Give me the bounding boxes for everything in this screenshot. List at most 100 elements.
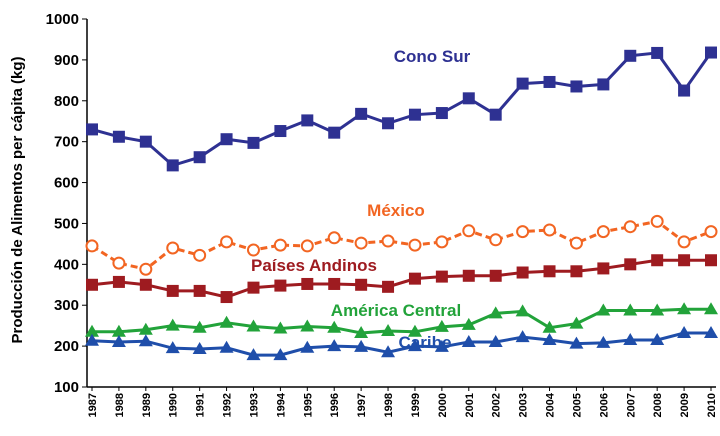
x-tick-label: 1994 xyxy=(275,392,287,417)
marker xyxy=(515,304,530,317)
marker xyxy=(111,335,126,348)
marker xyxy=(166,159,179,172)
marker xyxy=(220,291,233,304)
series-label: Cono Sur xyxy=(394,47,471,66)
y-tick-label: 300 xyxy=(54,297,79,314)
marker xyxy=(246,319,261,332)
marker xyxy=(704,326,718,339)
marker xyxy=(138,334,153,347)
marker xyxy=(705,254,717,267)
marker xyxy=(165,341,180,354)
marker xyxy=(247,136,260,149)
series-line xyxy=(91,331,711,357)
marker xyxy=(274,125,287,138)
series-label: México xyxy=(367,201,425,220)
marker xyxy=(597,78,610,91)
marker xyxy=(166,241,180,255)
marker xyxy=(85,324,99,337)
marker xyxy=(354,236,368,250)
marker xyxy=(596,303,611,316)
marker xyxy=(623,303,638,316)
marker xyxy=(274,279,287,292)
marker xyxy=(650,214,664,228)
marker xyxy=(112,256,126,270)
marker xyxy=(138,322,153,335)
marker xyxy=(354,326,369,339)
series-label: América Central xyxy=(331,301,461,320)
x-tick-label: 1987 xyxy=(87,393,99,417)
marker xyxy=(300,239,314,253)
marker xyxy=(328,277,341,290)
marker xyxy=(139,135,152,148)
y-tick-label: 1000 xyxy=(46,11,79,28)
marker xyxy=(85,333,99,346)
marker xyxy=(596,335,611,348)
marker xyxy=(273,238,287,252)
marker xyxy=(408,238,422,252)
x-tick-label: 1996 xyxy=(329,393,341,417)
marker xyxy=(516,266,529,279)
marker xyxy=(462,224,476,238)
marker xyxy=(112,130,125,143)
x-tick-label: 2003 xyxy=(518,393,530,417)
marker xyxy=(569,336,584,349)
marker xyxy=(489,233,503,247)
x-tick-label: 2005 xyxy=(571,393,583,417)
marker xyxy=(165,318,180,331)
marker xyxy=(489,108,502,121)
marker xyxy=(246,348,261,361)
marker xyxy=(569,316,584,329)
series-line xyxy=(91,51,713,168)
marker xyxy=(569,236,583,250)
y-tick-label: 500 xyxy=(54,215,79,232)
marker xyxy=(434,319,449,332)
marker xyxy=(85,239,99,253)
x-tick-label: 1995 xyxy=(302,393,314,417)
marker xyxy=(704,302,718,315)
y-tick-label: 100 xyxy=(54,379,79,396)
x-tick-label: 1992 xyxy=(222,393,234,417)
marker xyxy=(193,151,206,164)
marker xyxy=(435,270,448,283)
marker xyxy=(462,269,475,282)
marker xyxy=(111,324,126,337)
marker xyxy=(139,278,152,291)
marker xyxy=(327,231,341,245)
series-line xyxy=(92,307,711,335)
x-tick-label: 2007 xyxy=(625,393,637,417)
marker xyxy=(382,117,395,130)
marker xyxy=(355,278,368,291)
marker xyxy=(139,262,153,276)
marker xyxy=(220,133,233,146)
marker xyxy=(516,77,529,90)
marker xyxy=(192,341,207,354)
marker xyxy=(407,339,422,352)
marker xyxy=(381,323,396,336)
marker xyxy=(86,278,98,291)
x-tick-label: 1993 xyxy=(248,393,260,417)
marker xyxy=(677,302,692,315)
marker xyxy=(489,269,502,282)
y-axis-label: Producción de Alimentos per cápita (kg) xyxy=(9,57,26,344)
marker xyxy=(677,235,691,249)
marker xyxy=(435,107,448,120)
marker xyxy=(651,46,664,59)
marker xyxy=(355,107,368,120)
marker xyxy=(273,348,288,361)
marker xyxy=(543,265,556,278)
marker xyxy=(461,335,476,348)
marker xyxy=(112,275,125,288)
series-label: Caribe xyxy=(399,333,452,352)
x-tick-label: 1991 xyxy=(195,393,207,417)
marker xyxy=(650,303,665,316)
marker xyxy=(381,345,396,358)
marker xyxy=(193,284,206,297)
marker xyxy=(382,280,395,293)
y-tick-label: 700 xyxy=(54,134,79,151)
marker xyxy=(300,319,315,332)
marker xyxy=(623,220,637,234)
marker xyxy=(246,243,260,257)
marker xyxy=(488,335,503,348)
x-tick-label: 1990 xyxy=(168,393,180,417)
